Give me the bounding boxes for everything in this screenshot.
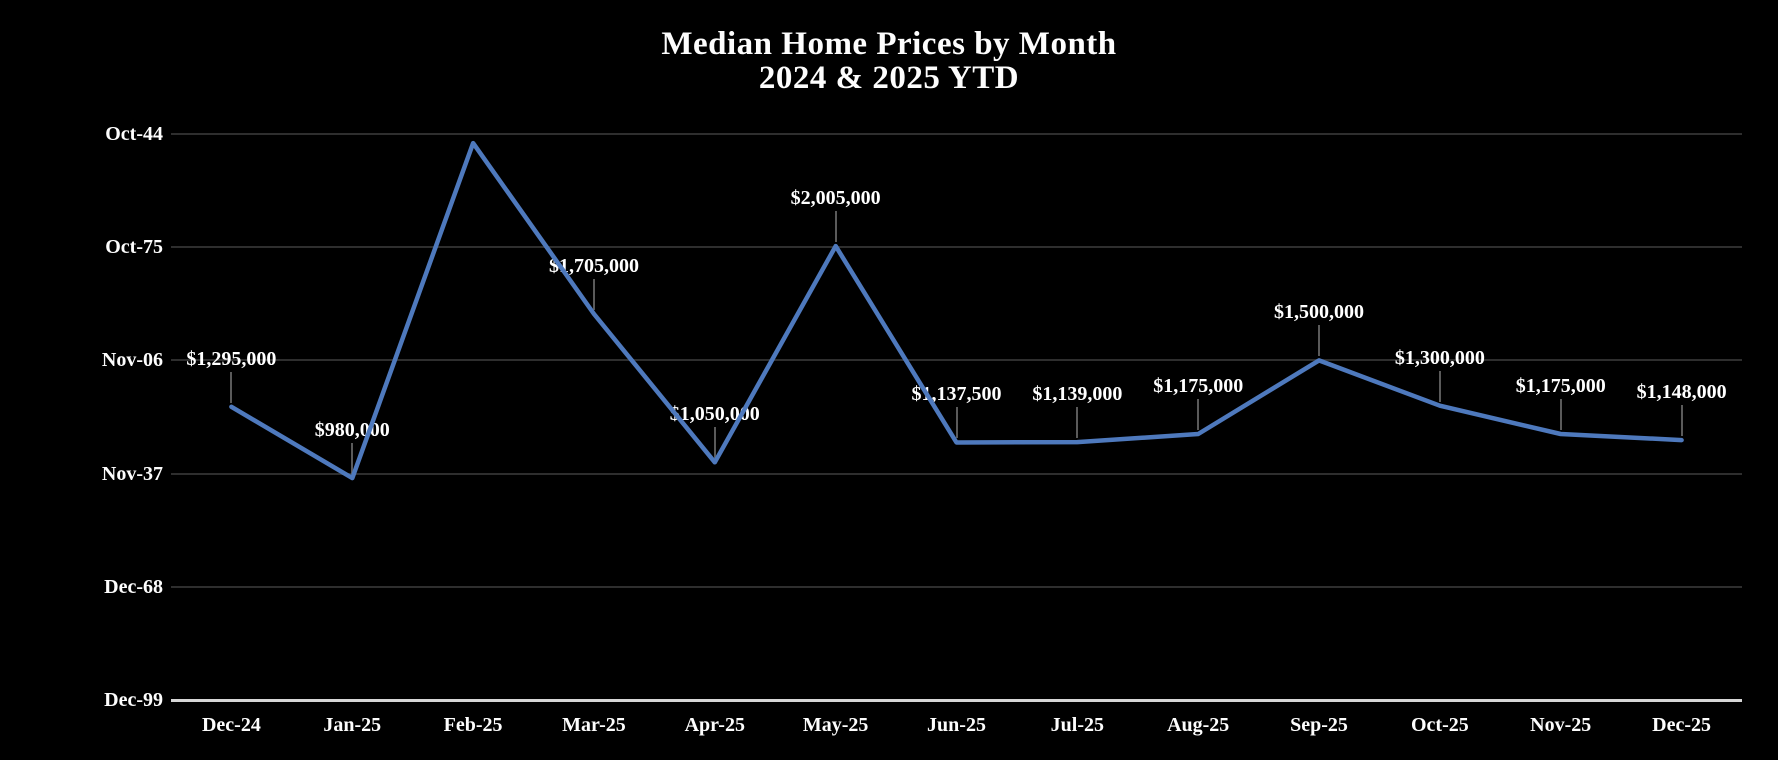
data-label: $1,500,000 xyxy=(1274,301,1365,324)
data-label-leader-line xyxy=(592,278,595,310)
x-axis-tick-label: May-25 xyxy=(802,714,869,736)
gridline xyxy=(171,359,1742,362)
x-axis-line xyxy=(171,698,1742,702)
data-label-leader-line xyxy=(230,371,233,403)
data-label-leader-line xyxy=(834,211,837,243)
x-axis-tick-label: Aug-25 xyxy=(1167,714,1230,736)
x-axis-tick-label: Jan-25 xyxy=(323,714,382,736)
x-axis-tick-label: Sep-25 xyxy=(1290,714,1348,736)
price-line xyxy=(229,140,1684,481)
x-axis-tick-label: Oct-25 xyxy=(1410,714,1469,736)
data-label: $1,137,500 xyxy=(911,383,1002,406)
y-axis-tick-label: Dec-99 xyxy=(104,689,163,711)
data-label-leader-line xyxy=(955,407,958,439)
gridline xyxy=(171,133,1742,135)
data-label-leader-line xyxy=(713,427,716,459)
data-label: $1,175,000 xyxy=(1515,374,1606,397)
chart-subtitle: 2024 & 2025 YTD xyxy=(758,60,1020,96)
gridline xyxy=(171,585,1742,588)
data-label-leader-line xyxy=(1076,407,1079,439)
data-label-leader-line xyxy=(1318,325,1321,357)
x-axis-tick-label: Dec-25 xyxy=(1652,714,1711,736)
gridline xyxy=(171,472,1742,475)
data-label: $1,148,000 xyxy=(1636,381,1727,404)
gridline xyxy=(171,246,1742,249)
x-axis-tick-label: Dec-24 xyxy=(201,714,261,736)
data-label: $1,175,000 xyxy=(1153,374,1244,397)
data-label-leader-line xyxy=(351,443,354,475)
data-label-leader-line xyxy=(1438,370,1441,402)
data-label-leader-line xyxy=(1197,398,1200,430)
x-axis-tick-label: Feb-25 xyxy=(443,714,503,736)
data-label: $1,295,000 xyxy=(186,347,277,370)
data-label-leader-line xyxy=(1559,398,1562,430)
data-label: $1,139,000 xyxy=(1032,383,1123,406)
y-axis-tick-label: Nov-06 xyxy=(101,349,163,372)
chart-title: Median Home Prices by Month xyxy=(661,26,1117,62)
x-axis-tick-label: Jul-25 xyxy=(1050,714,1105,736)
chart-title-block: Median Home Prices by Month 2024 & 2025 … xyxy=(0,27,1778,95)
data-label-leader-line xyxy=(1680,405,1683,437)
y-axis-tick-label: Dec-68 xyxy=(104,575,163,598)
x-axis-tick-label: Jun-25 xyxy=(927,714,986,736)
x-axis-tick-label: Nov-25 xyxy=(1530,714,1592,736)
y-axis-tick-label: Nov-37 xyxy=(101,462,163,485)
data-label: $1,300,000 xyxy=(1394,346,1485,369)
x-axis-tick-label: Mar-25 xyxy=(562,714,626,736)
data-label: $2,005,000 xyxy=(790,187,881,210)
y-axis-tick-label: Oct-75 xyxy=(105,236,163,259)
x-axis-tick-label: Apr-25 xyxy=(684,714,745,736)
data-label: $1,705,000 xyxy=(548,254,639,277)
y-axis-tick-label: Oct-44 xyxy=(105,123,163,145)
